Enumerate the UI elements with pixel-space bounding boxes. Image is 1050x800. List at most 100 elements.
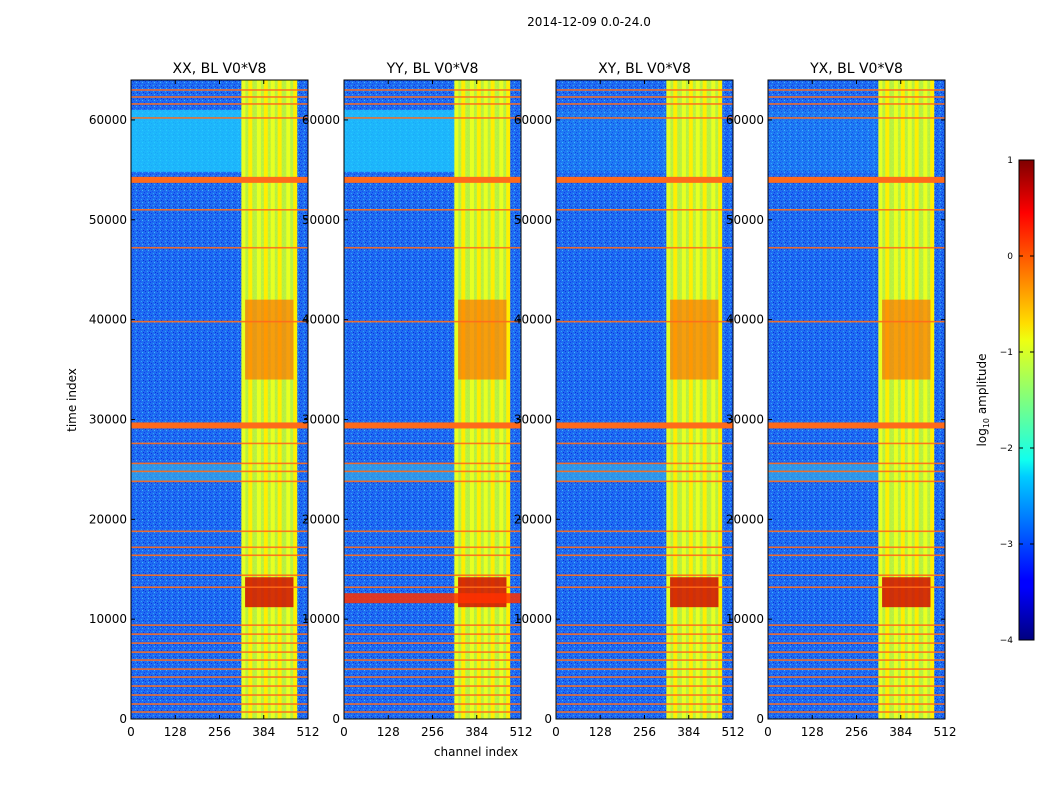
colorbar-tick-label: −2	[1000, 444, 1013, 454]
flagged-row	[556, 659, 733, 661]
colorbar-ticks: 1 0 −1 −2 −3 −4	[1000, 156, 1034, 646]
x-tick-label: 0	[127, 725, 135, 739]
x-tick-label: 256	[421, 725, 444, 739]
colorbar-label-log: log	[975, 428, 989, 446]
y-tick-label: 60000	[302, 113, 340, 127]
cyan-band	[768, 463, 881, 482]
flagged-row	[556, 546, 733, 549]
flagged-row	[131, 96, 308, 98]
flagged-row	[131, 633, 308, 635]
colorbar-label-sub: 10	[982, 418, 991, 428]
flagged-row	[131, 574, 308, 577]
flagged-row	[131, 470, 308, 473]
flagged-row	[131, 703, 308, 705]
flagged-row	[344, 208, 521, 211]
y-tick-label: 10000	[302, 612, 340, 626]
bright-channel	[695, 80, 700, 719]
bright-channel	[476, 80, 481, 719]
flagged-row	[556, 624, 733, 626]
bright-channel	[286, 80, 291, 719]
flagged-row	[131, 117, 308, 119]
flagged-row	[556, 103, 733, 105]
panels: XX, BL V0*V8 0 128 256 384 512 0 10000 20000 3000…	[89, 61, 957, 739]
flagged-row	[768, 574, 945, 577]
flagged-row	[344, 320, 521, 323]
x-tick-label: 384	[465, 725, 488, 739]
x-tick-label: 0	[552, 725, 560, 739]
bright-channel	[499, 80, 504, 719]
flagged-row	[556, 208, 733, 211]
flagged-row	[768, 117, 945, 119]
y-tick-label: 0	[119, 712, 127, 726]
flagged-row	[768, 554, 945, 557]
flagged-row	[131, 668, 308, 670]
panel-yy: YY, BL V0*V8 0 128 256 384 512 0 10000 20000 3000…	[302, 61, 533, 739]
colorbar-tick-label: −1	[1000, 348, 1013, 358]
bright-channel	[914, 80, 919, 719]
bright-channel	[666, 80, 671, 719]
flagged-row	[768, 103, 945, 105]
flagged-row	[131, 685, 308, 687]
flagged-row	[556, 320, 733, 323]
bright-channel	[923, 80, 928, 719]
flagged-row	[344, 246, 521, 249]
bright-channel	[673, 80, 678, 719]
flagged-row	[556, 574, 733, 577]
flagged-row	[556, 442, 733, 445]
flagged-row	[344, 651, 521, 653]
flagged-row	[344, 711, 521, 713]
flagged-row	[131, 176, 308, 183]
flagged-row	[131, 462, 308, 465]
x-tick-label: 384	[889, 725, 912, 739]
panel-title: XX, BL V0*V8	[173, 61, 267, 77]
flagged-row	[344, 546, 521, 549]
x-tick-label: 384	[677, 725, 700, 739]
burst-region	[670, 577, 719, 608]
cyan-band	[556, 463, 669, 482]
flagged-row	[556, 703, 733, 705]
flagged-row	[344, 668, 521, 670]
flagged-row	[768, 659, 945, 661]
y-tick-label: 20000	[514, 512, 552, 526]
x-tick-label: 128	[801, 725, 824, 739]
bright-channel	[688, 80, 693, 719]
bright-channel	[277, 80, 282, 719]
y-tick-label: 10000	[514, 612, 552, 626]
flagged-row	[344, 676, 521, 678]
y-tick-label: 50000	[89, 213, 127, 227]
colorbar-tick-label: 0	[1007, 252, 1013, 262]
flagged-row	[131, 89, 308, 91]
cyan-region	[344, 109, 457, 172]
y-tick-label: 40000	[726, 313, 764, 327]
flagged-row	[344, 176, 521, 183]
y-tick-label: 40000	[514, 313, 552, 327]
flagged-row	[768, 624, 945, 626]
colorbar-label-rest: amplitude	[975, 354, 989, 418]
flagged-row	[768, 96, 945, 98]
flagged-row	[131, 676, 308, 678]
x-tick-label: 128	[589, 725, 612, 739]
bright-channel	[930, 80, 935, 719]
flagged-row	[131, 554, 308, 557]
flagged-row	[131, 422, 308, 429]
flagged-row	[768, 651, 945, 653]
flagged-row	[556, 89, 733, 91]
bright-channel	[718, 80, 723, 719]
flagged-row	[556, 470, 733, 473]
flagged-row	[768, 89, 945, 91]
cyan-band	[131, 463, 244, 482]
flagged-row	[344, 117, 521, 119]
x-tick-label: 512	[510, 725, 533, 739]
burst-region	[458, 299, 507, 380]
y-tick-label: 60000	[514, 113, 552, 127]
flagged-row	[131, 246, 308, 249]
flagged-row	[344, 480, 521, 483]
flagged-row	[344, 703, 521, 705]
flagged-row	[556, 685, 733, 687]
flagged-row	[768, 694, 945, 696]
x-tick-label: 0	[340, 725, 348, 739]
flagged-row	[131, 651, 308, 653]
panel-yx: YX, BL V0*V8 0 128 256 384 512 0 10000 20000 3000…	[726, 61, 957, 739]
flagged-row	[131, 642, 308, 644]
flagged-row	[556, 530, 733, 533]
